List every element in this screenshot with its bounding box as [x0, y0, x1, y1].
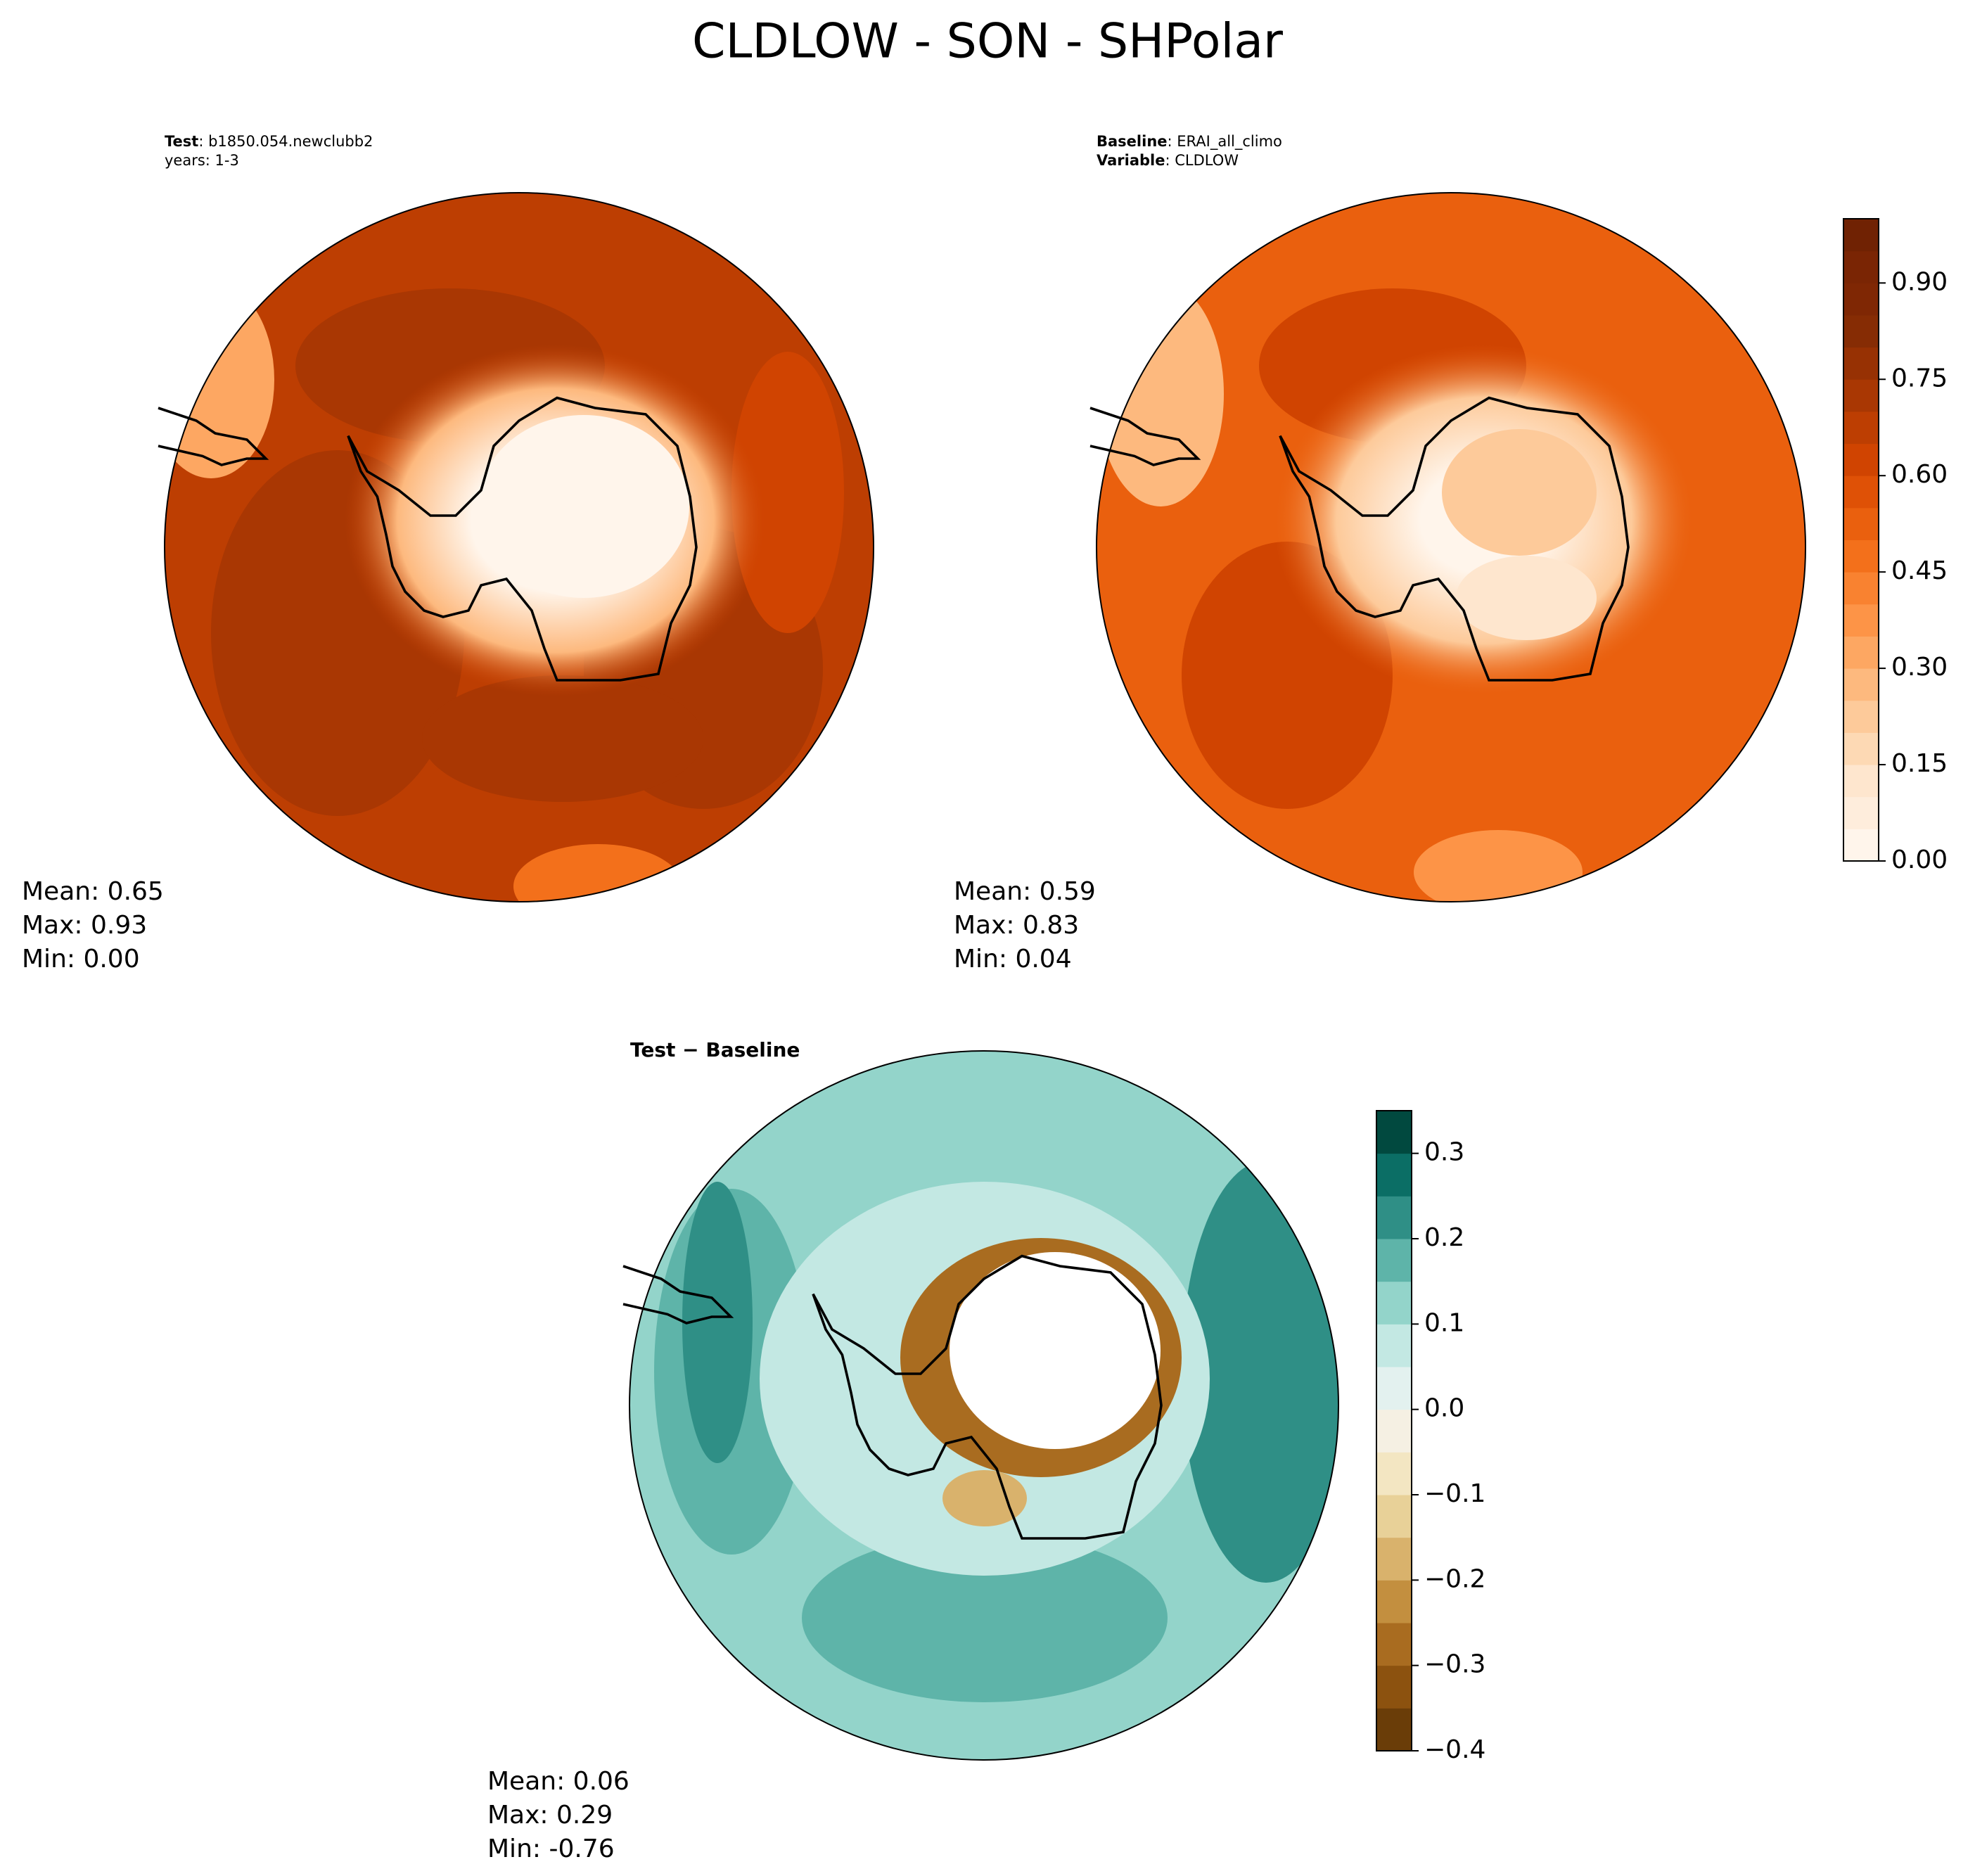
header-label: Baseline	[1097, 133, 1168, 150]
colorbar-frame	[1843, 218, 1879, 862]
stat-line: Min: 0.04	[954, 945, 1072, 974]
colorbar-band	[1376, 1623, 1412, 1666]
header-text: years: 1-3	[165, 152, 239, 169]
header-label: Test − Baseline	[630, 1038, 800, 1061]
map-frame	[629, 1050, 1339, 1761]
colorbar-band	[1376, 1537, 1412, 1581]
figure-title: CLDLOW - SON - SHPolar	[692, 14, 1283, 70]
colorbar-band	[1843, 507, 1879, 540]
colorbar-band	[1843, 379, 1879, 412]
colorbar-band	[1843, 476, 1879, 509]
map-frame	[164, 192, 874, 902]
stat-line: Max: 0.93	[22, 911, 147, 940]
colorbar-band	[1376, 1708, 1412, 1751]
colorbar-band	[1376, 1324, 1412, 1367]
colorbar-band	[1843, 732, 1879, 765]
colorbar-band	[1376, 1580, 1412, 1623]
colorbar-tick-label: 0.90	[1891, 267, 1948, 296]
header-label: Test	[165, 133, 198, 150]
colorbar-band	[1843, 796, 1879, 829]
stat-line: Mean: 0.06	[487, 1767, 629, 1796]
colorbar-band	[1843, 250, 1879, 283]
colorbar-band	[1843, 540, 1879, 573]
colorbar-tick-label: −0.4	[1424, 1735, 1485, 1764]
colorbar-band	[1376, 1153, 1412, 1197]
colorbar-band	[1843, 700, 1879, 733]
colorbar-band	[1843, 636, 1879, 669]
colorbar-band	[1843, 411, 1879, 445]
colorbar-band	[1376, 1495, 1412, 1538]
colorbar-tick-label: 0.30	[1891, 653, 1948, 682]
colorbar-band	[1843, 347, 1879, 380]
map-test	[165, 193, 874, 902]
colorbar-tick-label: 0.60	[1891, 460, 1948, 489]
colorbar-tick-label: −0.2	[1424, 1564, 1485, 1593]
map-baseline	[1097, 193, 1805, 902]
panel-header: Test − Baseline	[630, 1038, 800, 1061]
colorbar-frame	[1376, 1110, 1412, 1751]
colorbar-band	[1843, 604, 1879, 637]
colorbar-tick-label: 0.75	[1891, 364, 1948, 393]
header-text: : CLDLOW	[1165, 152, 1239, 169]
header-label: Variable	[1097, 152, 1165, 169]
colorbar-band	[1376, 1452, 1412, 1495]
colorbar-band	[1843, 443, 1879, 476]
colorbar-band	[1376, 1665, 1412, 1709]
colorbar-band	[1843, 314, 1879, 348]
colorbar-tick-label: 0.1	[1424, 1308, 1464, 1337]
header-text: : b1850.054.newclubb2	[198, 133, 373, 150]
colorbar-tick-label: 0.00	[1891, 846, 1948, 874]
colorbar-band	[1843, 572, 1879, 605]
panel-header: Variable: CLDLOW	[1097, 152, 1239, 169]
colorbar-band	[1843, 668, 1879, 701]
stat-line: Min: 0.00	[22, 945, 140, 974]
panel-header: years: 1-3	[165, 152, 239, 169]
stat-line: Mean: 0.59	[954, 877, 1096, 906]
colorbar-tick-label: 0.0	[1424, 1394, 1464, 1423]
map-difference	[629, 1051, 1338, 1760]
panel-header: Test: b1850.054.newclubb2	[165, 133, 373, 150]
colorbar-band	[1376, 1111, 1412, 1154]
stat-line: Min: -0.76	[487, 1834, 615, 1863]
colorbar-band	[1843, 219, 1879, 252]
colorbar-band	[1376, 1409, 1412, 1453]
stat-line: Max: 0.83	[954, 911, 1079, 940]
colorbar-tick-label: 0.2	[1424, 1223, 1464, 1252]
colorbar-band	[1843, 829, 1879, 862]
panel-header: Baseline: ERAI_all_climo	[1097, 133, 1282, 151]
colorbar-tick-label: 0.45	[1891, 556, 1948, 585]
stat-line: Max: 0.29	[487, 1801, 613, 1830]
colorbar-tick-label: −0.3	[1424, 1650, 1485, 1679]
colorbar-band	[1376, 1367, 1412, 1410]
colorbar-tick-label: 0.15	[1891, 749, 1948, 778]
colorbar-band	[1843, 283, 1879, 316]
map-frame	[1096, 192, 1806, 902]
colorbar-band	[1376, 1196, 1412, 1239]
colorbar-band	[1376, 1281, 1412, 1325]
colorbar-tick-label: 0.3	[1424, 1138, 1464, 1167]
colorbar-band	[1376, 1239, 1412, 1282]
colorbar-tick-label: −0.1	[1424, 1479, 1485, 1508]
stat-line: Mean: 0.65	[22, 877, 164, 906]
header-text: : ERAI_all_climo	[1168, 133, 1282, 151]
colorbar-band	[1843, 765, 1879, 798]
